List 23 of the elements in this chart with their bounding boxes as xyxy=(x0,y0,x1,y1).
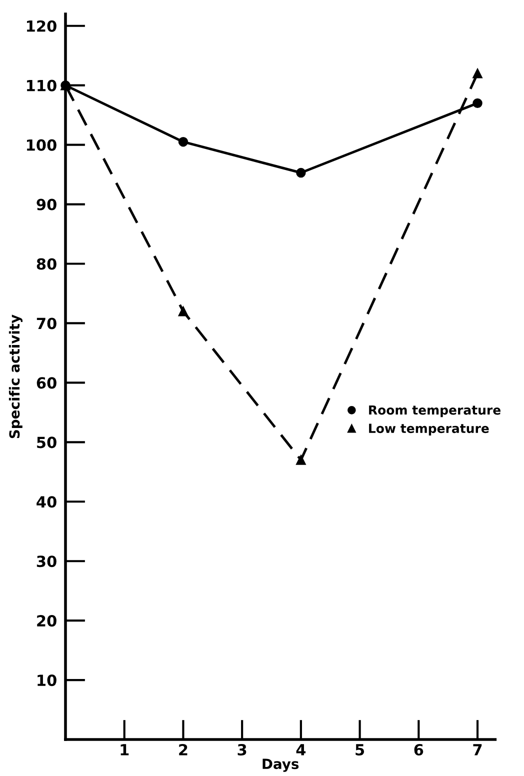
y-tick-label: 40 xyxy=(36,496,56,508)
y-tick-label: 10 xyxy=(38,674,56,686)
x-tick-label: 2 xyxy=(179,744,188,756)
x-tick-label: 6 xyxy=(414,744,424,756)
y-tick-label: 90 xyxy=(36,198,56,210)
x-tick-label: 3 xyxy=(238,744,246,756)
y-tick-label: 30 xyxy=(36,556,56,568)
y-tick-label: 20 xyxy=(37,615,56,627)
y-axis-title: Specific activity xyxy=(8,314,22,438)
y-tick-label: 80 xyxy=(36,258,56,270)
y-tick-label: 110 xyxy=(27,80,56,92)
y-tick-label: 120 xyxy=(27,20,56,32)
legend-label: Low temperature xyxy=(369,424,489,436)
x-tick-label: 5 xyxy=(356,744,364,756)
x-tick-label: 4 xyxy=(296,744,306,756)
y-tick-label: 60 xyxy=(36,377,56,389)
y-tick-label: 70 xyxy=(36,318,56,330)
x-tick-label: 1 xyxy=(120,744,129,756)
x-tick-label: 7 xyxy=(473,744,482,756)
y-tick-label: 100 xyxy=(27,139,56,151)
y-tick-label: 50 xyxy=(37,436,56,448)
x-axis-title: Days xyxy=(262,758,299,772)
legend-label: Room temperature xyxy=(369,405,501,418)
